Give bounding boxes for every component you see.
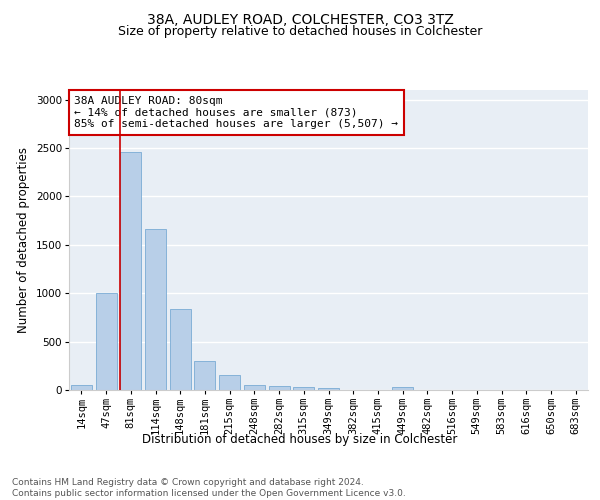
Text: Size of property relative to detached houses in Colchester: Size of property relative to detached ho… [118,25,482,38]
Bar [269,386,290,390]
Bar [170,308,191,390]
Bar [293,386,314,390]
Bar [392,386,413,390]
Text: Distribution of detached houses by size in Colchester: Distribution of detached houses by size … [142,432,458,446]
Text: 38A, AUDLEY ROAD, COLCHESTER, CO3 3TZ: 38A, AUDLEY ROAD, COLCHESTER, CO3 3TZ [146,12,454,26]
Y-axis label: Number of detached properties: Number of detached properties [17,147,30,333]
Bar [219,376,240,390]
Bar [71,385,92,390]
Bar [95,293,116,390]
Bar [120,152,141,390]
Bar [244,384,265,390]
Bar [194,362,215,390]
Text: Contains HM Land Registry data © Crown copyright and database right 2024.
Contai: Contains HM Land Registry data © Crown c… [12,478,406,498]
Text: 38A AUDLEY ROAD: 80sqm
← 14% of detached houses are smaller (873)
85% of semi-de: 38A AUDLEY ROAD: 80sqm ← 14% of detached… [74,96,398,129]
Bar [145,230,166,390]
Bar [318,388,339,390]
